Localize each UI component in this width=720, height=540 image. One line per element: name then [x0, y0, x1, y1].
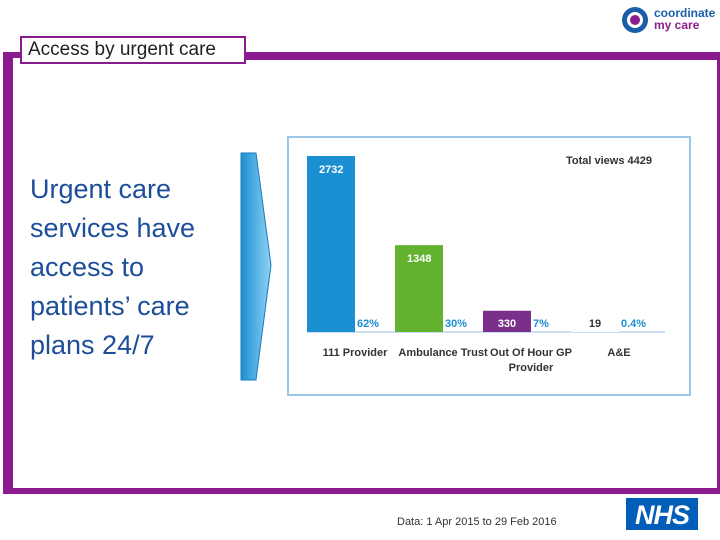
percent-label-0: 62%	[357, 318, 379, 330]
value-label-0: 2732	[319, 164, 343, 176]
category-label-2-line-1: Provider	[509, 362, 554, 374]
chart-container: Total views 4429 2732 62% 111 Provider 1348…	[287, 136, 691, 396]
headline-text: Urgent care services have access to pati…	[30, 174, 196, 360]
frame-top-bar	[245, 52, 717, 60]
category-label-0: 111 Provider	[323, 347, 389, 359]
nhs-logo-text: NHS	[635, 500, 690, 530]
category-label-1: Ambulance Trust	[398, 347, 488, 359]
value-label-3: 19	[589, 318, 601, 330]
data-date-range: Data: 1 Apr 2015 to 29 Feb 2016	[397, 516, 557, 528]
logo-ring-icon	[622, 7, 648, 33]
category-label-2-line-0: Out Of Hour GP	[490, 347, 572, 359]
logo-text-line1: coordinate	[654, 6, 716, 20]
page-title: Access by urgent care	[22, 38, 244, 62]
logo-text-line2: my care	[654, 18, 700, 32]
nhs-logo: NHS	[626, 498, 698, 530]
category-label-3: A&E	[607, 347, 630, 359]
coordinate-my-care-logo: coordinate my care	[620, 4, 718, 36]
chevron-arrow-icon	[240, 152, 272, 381]
bar-3	[571, 330, 619, 332]
bar-0	[307, 156, 355, 332]
value-label-1: 1348	[407, 253, 431, 265]
title-tab: Access by urgent care	[20, 36, 246, 64]
bar-chart: Total views 4429 2732 62% 111 Provider 1348…	[307, 155, 665, 374]
value-label-2: 330	[498, 318, 516, 330]
total-views-label: Total views 4429	[566, 155, 652, 167]
percent-label-1: 30%	[445, 318, 467, 330]
percent-label-3: 0.4%	[621, 318, 646, 330]
bar-1	[395, 245, 443, 332]
percent-label-2: 7%	[533, 318, 549, 330]
bar-2	[483, 310, 531, 332]
